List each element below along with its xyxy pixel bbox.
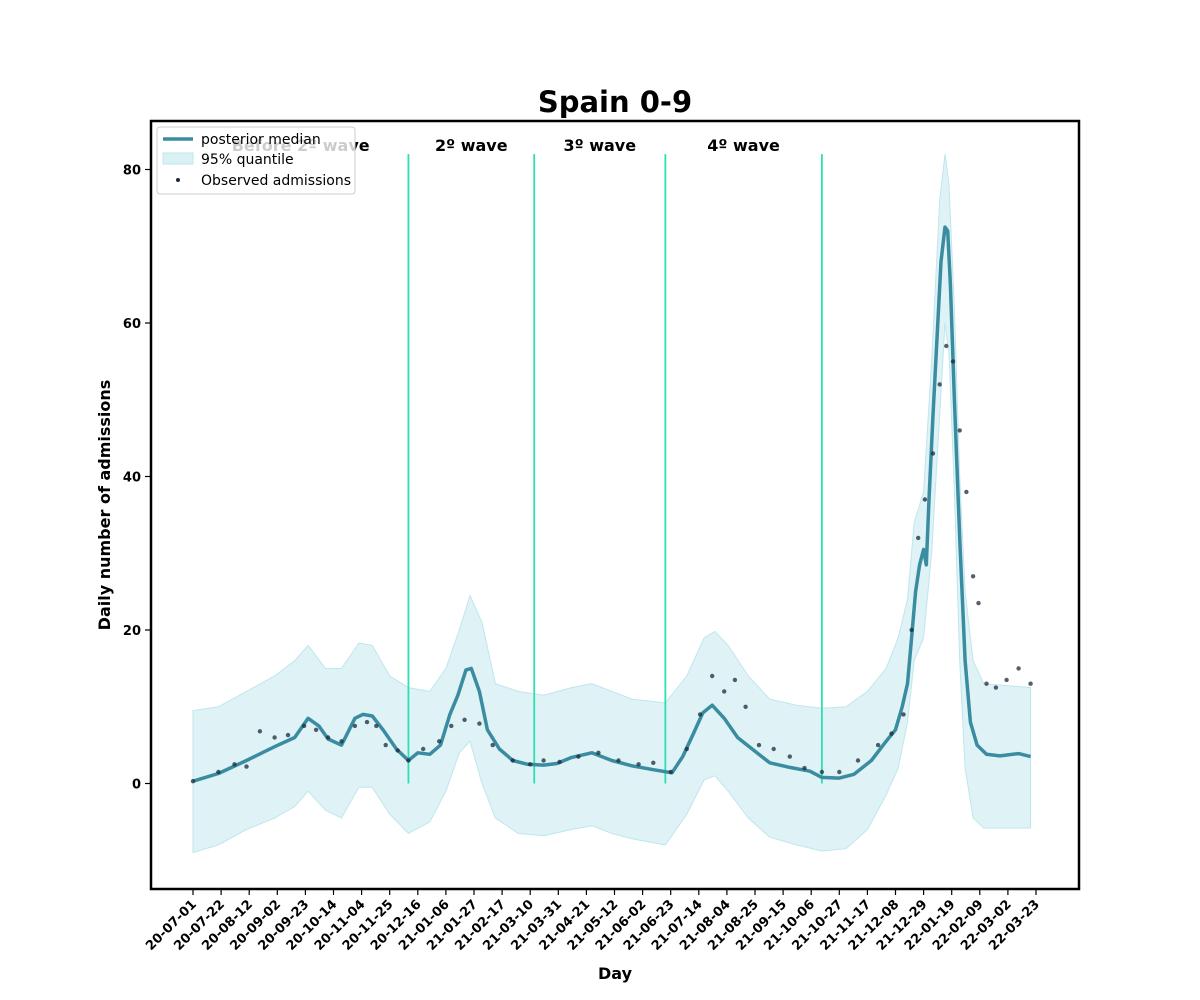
- x-axis: 20-07-0120-07-2220-08-1220-09-0220-09-23…: [143, 889, 1043, 954]
- legend-entry: Observed admissions: [201, 173, 351, 189]
- observed-point: [421, 746, 426, 752]
- legend-entry: 95% quantile: [201, 152, 294, 168]
- observed-point: [437, 739, 442, 744]
- observed-point: [684, 746, 689, 752]
- observed-point: [301, 723, 307, 729]
- observed-point: [722, 689, 727, 694]
- y-tick-label: 40: [123, 471, 141, 486]
- observed-point: [352, 723, 358, 729]
- observed-point: [855, 758, 861, 763]
- observed-point: [937, 382, 942, 387]
- observed-point: [477, 721, 482, 726]
- y-tick-label: 60: [123, 317, 141, 332]
- quantile-band: [192, 154, 1032, 854]
- observed-point: [383, 742, 388, 748]
- observed-point: [668, 769, 673, 775]
- observed-point: [462, 717, 467, 722]
- observed-point: [325, 735, 331, 740]
- observed-point: [449, 723, 454, 729]
- observed-point: [710, 673, 715, 679]
- observed-point: [837, 769, 842, 775]
- observed-point: [922, 497, 928, 502]
- observed-point: [406, 758, 411, 763]
- y-tick-label: 0: [132, 778, 141, 793]
- observed-point: [957, 428, 962, 433]
- y-tick-label: 80: [123, 164, 141, 179]
- observed-point: [756, 742, 762, 748]
- observed-point: [771, 746, 776, 752]
- observed-point: [1004, 677, 1009, 683]
- observed-point: [976, 600, 981, 606]
- observed-point: [743, 704, 748, 709]
- observed-point: [1028, 681, 1033, 686]
- observed-point: [596, 750, 601, 755]
- observed-point: [313, 727, 319, 732]
- observed-point: [732, 677, 738, 683]
- observed-point: [557, 759, 562, 765]
- observed-point: [993, 685, 999, 690]
- observed-point: [802, 765, 807, 771]
- observed-point: [541, 758, 546, 763]
- observed-point: [272, 735, 277, 740]
- posterior-median-line: [192, 225, 1032, 783]
- observed-point: [787, 754, 792, 759]
- observed-point: [930, 451, 936, 456]
- observed-point: [244, 764, 249, 769]
- observed-point: [616, 758, 621, 763]
- observed-point: [984, 681, 989, 686]
- observed-point: [576, 754, 581, 759]
- observed-point: [909, 627, 914, 633]
- observed-point: [190, 779, 196, 784]
- observed-point: [285, 732, 291, 738]
- wave-label: 2º wave: [435, 136, 508, 155]
- wave-label: 3º wave: [564, 136, 637, 155]
- legend-points-swatch: [176, 178, 180, 182]
- y-tick-label: 20: [123, 624, 141, 639]
- observed-point: [1016, 666, 1021, 671]
- legend-band-swatch: [162, 152, 194, 165]
- x-axis-title: Day: [598, 964, 633, 983]
- y-axis-title: Daily number of admissions: [95, 380, 114, 631]
- observed-point: [364, 719, 370, 725]
- observed-point: [395, 748, 400, 753]
- observed-point: [651, 760, 656, 765]
- observed-point: [916, 535, 921, 541]
- observed-point: [875, 742, 881, 748]
- observed-point: [889, 731, 894, 736]
- observed-point: [490, 742, 495, 748]
- observed-point: [528, 762, 533, 767]
- observed-point: [697, 712, 703, 717]
- observed-point: [257, 729, 263, 734]
- y-axis: 0 20 40 60 80: [123, 164, 151, 793]
- chart-title: Spain 0-9: [538, 85, 692, 119]
- observed-point: [950, 359, 956, 364]
- observed-point: [339, 739, 344, 744]
- observed-point: [636, 762, 641, 767]
- observed-point: [374, 723, 379, 729]
- observed-point: [216, 769, 221, 775]
- wave-label: 4º wave: [707, 136, 780, 155]
- observed-point: [964, 489, 969, 495]
- observed-point: [944, 343, 949, 349]
- observed-point: [901, 712, 906, 717]
- legend-box: [156, 126, 356, 195]
- observed-point: [232, 762, 237, 767]
- legend: posterior median 95% quantile Observed adm…: [156, 126, 356, 195]
- observed-point: [819, 769, 825, 775]
- observed-point: [970, 574, 976, 579]
- legend-entry: posterior median: [201, 132, 321, 148]
- observed-point: [510, 758, 515, 763]
